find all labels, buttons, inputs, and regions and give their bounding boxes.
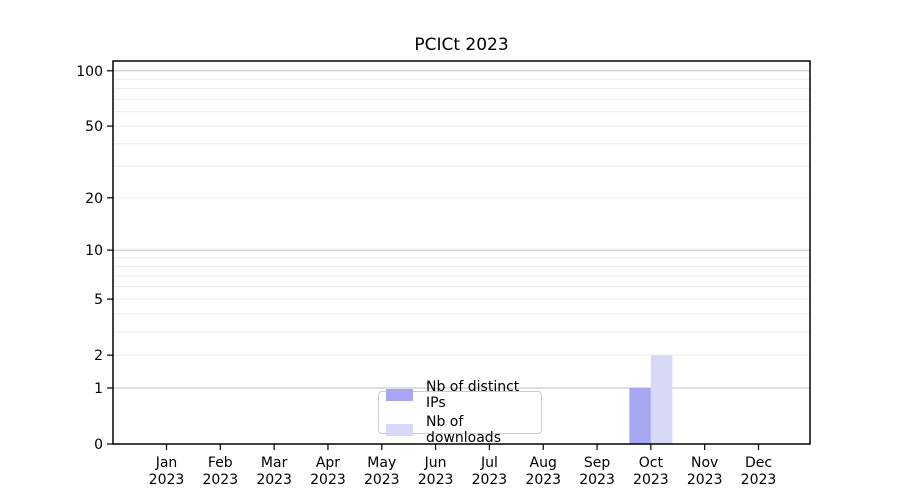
x-tick-label-month: Oct xyxy=(639,455,664,471)
y-grid-major xyxy=(113,70,810,389)
x-tick-label-month: Jul xyxy=(480,455,498,471)
x-tick-label-year: 2023 xyxy=(472,472,508,488)
x-tick-label-month: Jun xyxy=(424,455,447,471)
x-axis: Jan2023Feb2023Mar2023Apr2023May2023Jun20… xyxy=(149,444,777,488)
x-tick-label-year: 2023 xyxy=(579,472,615,488)
y-tick-label: 0 xyxy=(94,437,103,453)
y-tick-label: 100 xyxy=(76,64,103,80)
x-tick-label-year: 2023 xyxy=(633,472,669,488)
y-tick-label: 50 xyxy=(85,119,103,135)
y-tick-label: 2 xyxy=(94,348,103,364)
x-tick-label-year: 2023 xyxy=(149,472,185,488)
x-tick-label-year: 2023 xyxy=(418,472,454,488)
legend-label-downloads: Nb of downloads xyxy=(426,414,501,446)
x-tick-label-month: Sep xyxy=(584,455,611,471)
legend-swatch-downloads xyxy=(386,424,413,436)
plot-border xyxy=(112,60,811,445)
chart-title: PCICt 2023 xyxy=(414,35,509,55)
x-tick-label-year: 2023 xyxy=(525,472,561,488)
x-tick-label-year: 2023 xyxy=(256,472,292,488)
y-tick-label: 10 xyxy=(85,243,103,259)
x-tick-label-year: 2023 xyxy=(741,472,777,488)
x-tick-label-year: 2023 xyxy=(687,472,723,488)
y-tick-label: 20 xyxy=(85,191,103,207)
x-tick-label-year: 2023 xyxy=(364,472,400,488)
x-tick-label-month: Feb xyxy=(208,455,233,471)
x-tick-label-month: Dec xyxy=(745,455,772,471)
x-tick-label-month: Nov xyxy=(691,455,718,471)
y-axis: 0 1 2 5 10 20 50 100 xyxy=(76,64,113,453)
legend-item-distinct-ips: Nb of distinct IPs xyxy=(386,379,541,411)
x-tick-label-month: Mar xyxy=(261,455,288,471)
x-tick-label-month: Aug xyxy=(530,455,557,471)
bar-nb-of-downloads-oct xyxy=(650,355,673,444)
x-tick-label-month: May xyxy=(367,455,396,471)
x-tick-label-month: Apr xyxy=(316,455,340,471)
x-tick-label-month: Jan xyxy=(155,455,178,471)
legend: Nb of distinct IPs Nb of downloads xyxy=(378,379,542,446)
y-tick-label: 5 xyxy=(94,292,103,308)
bars-group xyxy=(629,355,673,444)
y-tick-label: 1 xyxy=(94,381,103,397)
y-grid-minor xyxy=(113,78,810,356)
legend-item-downloads: Nb of downloads xyxy=(386,414,541,446)
bar-nb-of-distinct-ips-oct xyxy=(629,387,651,444)
legend-label-distinct-ips: Nb of distinct IPs xyxy=(426,379,520,411)
x-tick-label-year: 2023 xyxy=(310,472,346,488)
legend-swatch-distinct-ips xyxy=(386,389,413,401)
x-tick-label-year: 2023 xyxy=(202,472,238,488)
